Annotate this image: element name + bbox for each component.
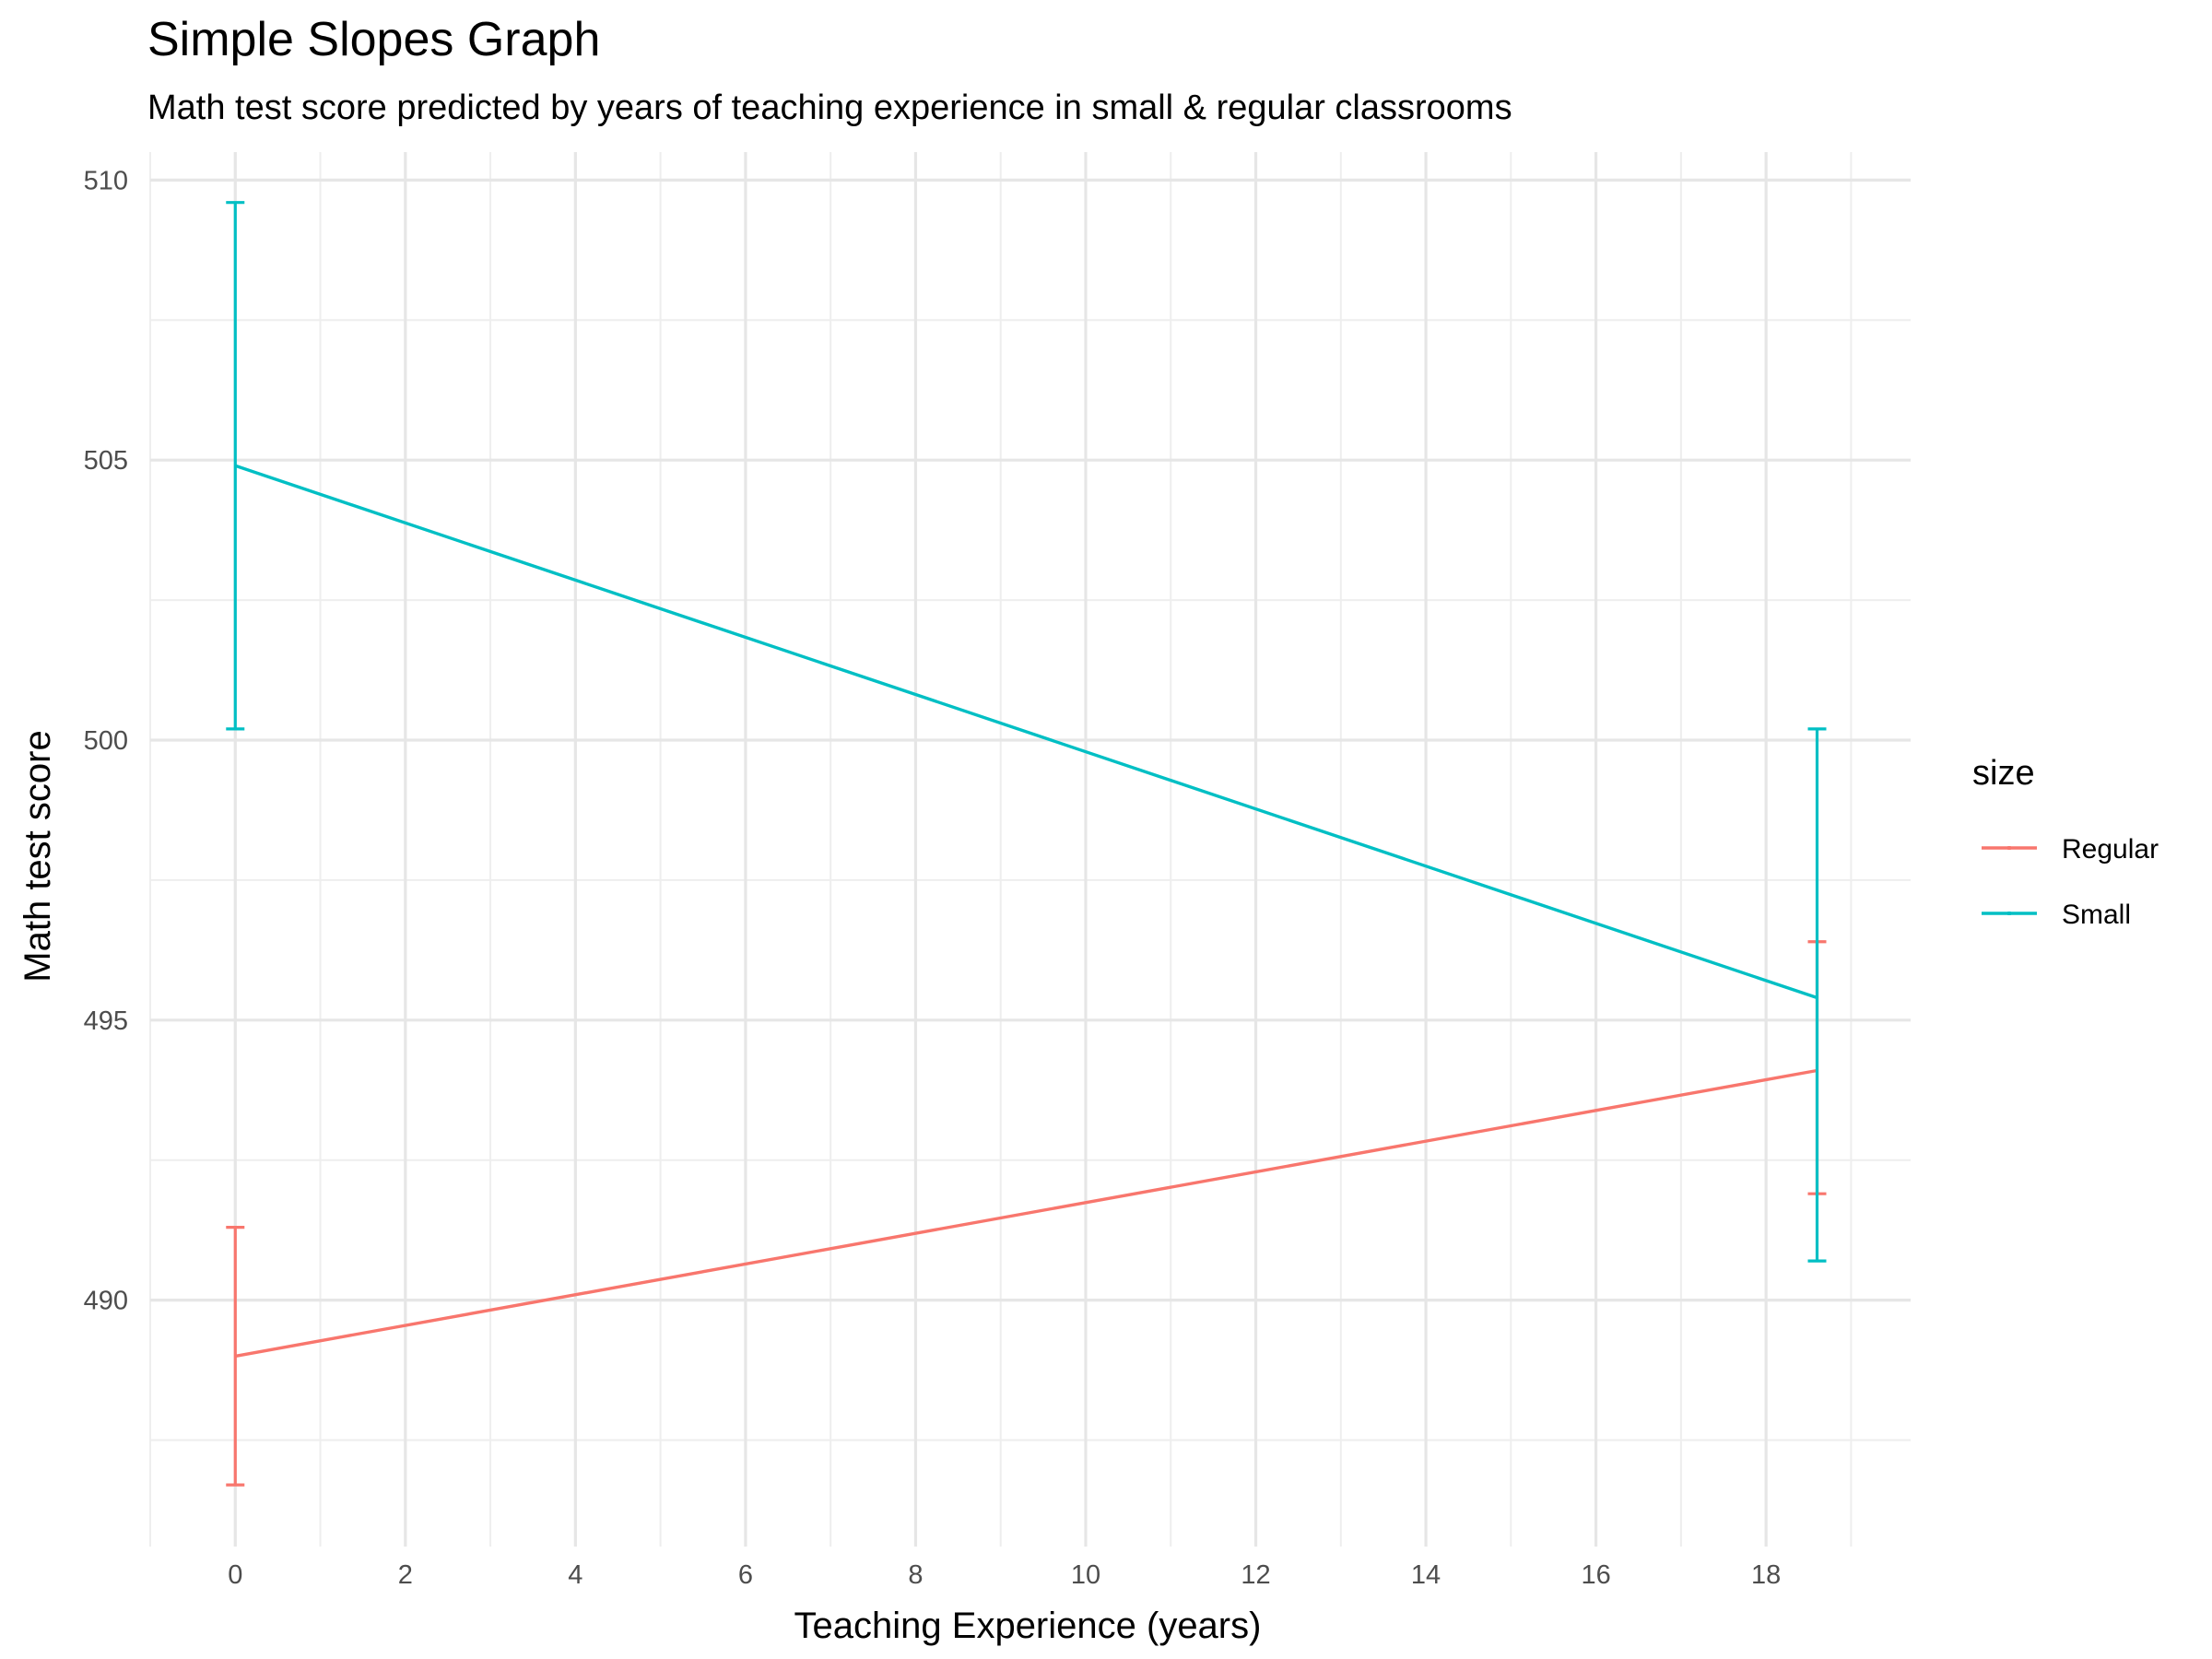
legend-title: size bbox=[1972, 754, 2035, 793]
chart-subtitle: Math test score predicted by years of te… bbox=[147, 88, 1512, 127]
series-layer bbox=[226, 201, 1827, 1487]
y-axis-tick-labels: 490 495 500 505 510 bbox=[84, 166, 128, 1315]
legend-item-small: Small bbox=[1982, 900, 2131, 930]
legend-items: Regular Small bbox=[1982, 834, 2159, 930]
y-tick-label: 495 bbox=[84, 1006, 128, 1036]
x-tick-label: 8 bbox=[908, 1560, 923, 1590]
legend: size Regular Small bbox=[1972, 754, 2159, 930]
series-regular bbox=[226, 940, 1827, 1487]
y-axis-title: Math test score bbox=[18, 730, 58, 982]
x-tick-label: 4 bbox=[568, 1560, 582, 1590]
x-tick-label: 18 bbox=[1751, 1560, 1781, 1590]
slope-line-regular bbox=[234, 1068, 1818, 1359]
y-tick-label: 490 bbox=[84, 1287, 128, 1316]
x-tick-label: 16 bbox=[1581, 1560, 1610, 1590]
legend-label: Small bbox=[2062, 900, 2131, 930]
x-tick-label: 2 bbox=[398, 1560, 413, 1590]
y-tick-label: 500 bbox=[84, 726, 128, 756]
x-tick-label: 10 bbox=[1071, 1560, 1100, 1590]
slope-line-small bbox=[234, 464, 1818, 1000]
minor-gridlines bbox=[149, 152, 1911, 1547]
y-tick-label: 505 bbox=[84, 446, 128, 476]
legend-item-regular: Regular bbox=[1982, 834, 2159, 865]
x-axis-tick-labels: 0 2 4 6 8 10 12 14 16 18 bbox=[228, 1560, 1781, 1590]
x-axis-title: Teaching Experience (years) bbox=[794, 1606, 1262, 1646]
x-tick-label: 6 bbox=[738, 1560, 753, 1590]
x-tick-label: 0 bbox=[228, 1560, 242, 1590]
x-tick-label: 14 bbox=[1411, 1560, 1441, 1590]
chart-title: Simple Slopes Graph bbox=[147, 13, 600, 66]
y-tick-label: 510 bbox=[84, 166, 128, 195]
x-tick-label: 12 bbox=[1241, 1560, 1270, 1590]
major-gridlines bbox=[150, 152, 1911, 1547]
legend-label: Regular bbox=[2062, 834, 2159, 865]
series-small bbox=[226, 201, 1827, 1263]
